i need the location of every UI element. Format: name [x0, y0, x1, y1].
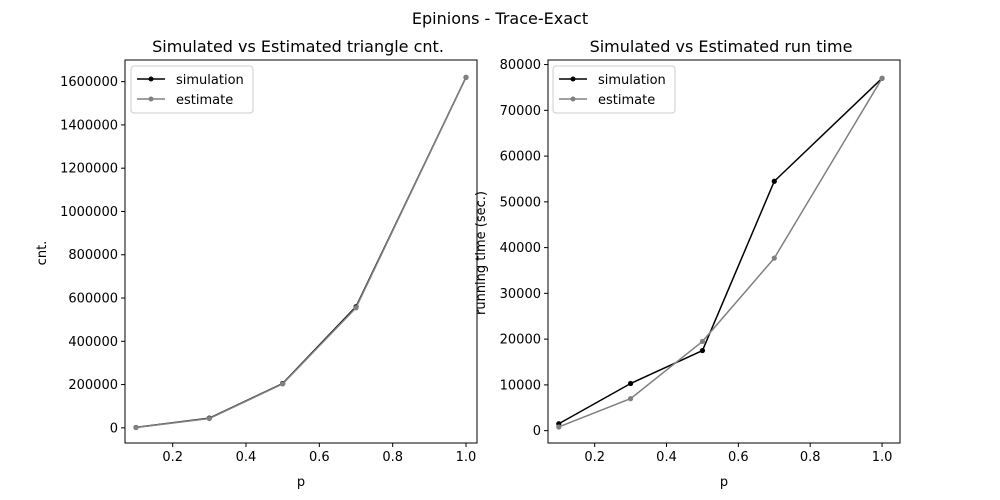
y-axis-label: cnt. — [35, 241, 50, 266]
legend-box — [552, 65, 676, 114]
data-point-estimate — [699, 338, 706, 345]
series-line-simulation — [135, 76, 467, 429]
y-tick-label: 10000 — [500, 378, 541, 393]
y-tick-label: 70000 — [500, 104, 541, 119]
y-tick-label: 30000 — [500, 287, 541, 302]
data-point-simulation — [628, 380, 634, 387]
y-tick-label: 50000 — [500, 195, 541, 210]
legend-label-estimate: estimate — [176, 93, 233, 108]
x-tick-label: 0.6 — [309, 450, 330, 465]
chart-run-time: Simulated vs Estimated run time p runnin… — [474, 37, 901, 490]
data-point-estimate — [280, 381, 286, 387]
x-tick-label: 1.0 — [456, 450, 477, 465]
y-tick-label: 60000 — [500, 150, 541, 165]
axes-frame — [124, 59, 478, 444]
x-tick-label: 1.0 — [872, 450, 893, 465]
data-point-estimate — [771, 255, 777, 261]
figure-suptitle: Epinions - Trace-Exact — [412, 9, 588, 28]
y-tick-label: 400000 — [68, 335, 118, 350]
y-tick-label: 1600000 — [60, 75, 118, 90]
data-point-estimate — [463, 74, 469, 80]
x-tick-label: 0.8 — [382, 450, 403, 465]
x-tick-label: 0.4 — [656, 450, 677, 465]
legend-marker-estimate — [148, 96, 154, 102]
data-point-estimate — [353, 305, 359, 311]
axes-frame — [547, 59, 901, 444]
x-axis-label: p — [720, 475, 728, 490]
legend-marker-simulation — [148, 76, 154, 82]
legend-box — [130, 65, 254, 114]
data-point-simulation — [699, 347, 706, 354]
y-tick-label: 20000 — [500, 333, 541, 348]
y-tick-label: 200000 — [68, 378, 118, 393]
legend-label-estimate: estimate — [598, 93, 655, 108]
chart-title: Simulated vs Estimated triangle cnt. — [152, 37, 444, 56]
legend: simulation estimate — [130, 65, 254, 114]
chart-triangle-count: Simulated vs Estimated triangle cnt. p c… — [35, 37, 478, 490]
legend: simulation estimate — [552, 65, 676, 114]
y-tick-label: 0 — [533, 424, 541, 439]
legend-marker-simulation — [570, 76, 576, 82]
legend-marker-estimate — [570, 96, 576, 102]
x-tick-label: 0.2 — [162, 450, 183, 465]
y-tick-label: 800000 — [68, 248, 118, 263]
y-tick-label: 1000000 — [60, 205, 118, 220]
data-point-simulation — [771, 178, 777, 184]
y-tick-label: 1200000 — [60, 162, 118, 177]
plot-area: 0.2 0.4 0.6 0.8 1.0 0 200000 400000 600000 800000… — [60, 59, 478, 465]
y-tick-label: 1400000 — [60, 118, 118, 133]
x-tick-label: 0.2 — [584, 450, 605, 465]
series-line-estimate — [558, 77, 883, 428]
data-point-estimate — [133, 424, 139, 431]
y-tick-label: 80000 — [500, 58, 541, 73]
y-tick-label: 0 — [110, 421, 118, 436]
legend-label-simulation: simulation — [176, 73, 244, 88]
y-tick-label: 600000 — [68, 292, 118, 307]
data-point-estimate — [628, 396, 634, 402]
chart-title: Simulated vs Estimated run time — [590, 37, 853, 56]
series-line-estimate — [135, 76, 467, 429]
data-point-estimate — [879, 75, 885, 81]
series-line-simulation — [558, 77, 883, 425]
legend-label-simulation: simulation — [598, 73, 666, 88]
x-tick-label: 0.8 — [800, 450, 821, 465]
x-axis-label: p — [297, 475, 305, 490]
data-point-estimate — [556, 424, 562, 430]
x-tick-label: 0.4 — [236, 450, 257, 465]
plot-area: 0.2 0.4 0.6 0.8 1.0 0 10000 20000 30000 40000 5000… — [500, 58, 901, 465]
y-tick-label: 40000 — [500, 241, 541, 256]
data-point-estimate — [206, 415, 212, 422]
x-tick-label: 0.6 — [728, 450, 749, 465]
y-axis-label: running time (sec.) — [474, 191, 489, 315]
